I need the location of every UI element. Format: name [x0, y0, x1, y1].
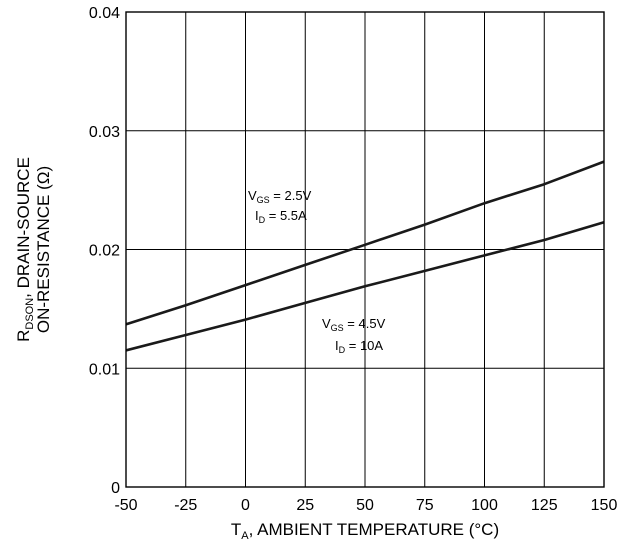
series-2-id-subscript: D — [339, 345, 346, 355]
series-1-id-annotation: ID = 5.5A — [255, 208, 307, 225]
series-1-id-subscript: D — [259, 215, 266, 225]
series-1-line — [125, 160, 605, 326]
plot-frame — [125, 11, 605, 488]
series-2-id-symbol: I — [335, 338, 339, 353]
y-axis-label-line-1-text: , DRAIN-SOURCE — [14, 157, 33, 298]
series-2-vgs-value: = 4.5V — [344, 316, 386, 331]
series-layer — [125, 160, 605, 352]
x-tick-label: 150 — [591, 497, 618, 514]
y-tick-label: 0.02 — [89, 243, 120, 260]
x-tick-label: 50 — [356, 497, 374, 514]
series-1-vgs-subscript: GS — [257, 195, 270, 205]
series-2-id-annotation: ID = 10A — [335, 338, 383, 355]
grid-layer — [126, 12, 604, 487]
x-tick-label: 125 — [531, 497, 558, 514]
x-axis-label-text: , AMBIENT TEMPERATURE (°C) — [249, 520, 500, 539]
series-2-vgs-annotation: VGS = 4.5V — [322, 316, 386, 333]
series-1-vgs-symbol: V — [248, 188, 257, 203]
x-tick-label: 100 — [471, 497, 498, 514]
x-axis-label: TA, AMBIENT TEMPERATURE (°C) — [231, 520, 499, 542]
series-2-line — [125, 220, 605, 352]
y-axis-label-line-1: RDSON, DRAIN-SOURCE — [14, 157, 36, 342]
x-tick-label: 75 — [416, 497, 434, 514]
series-2-id-value: = 10A — [345, 338, 383, 353]
y-tick-label: 0.01 — [89, 361, 120, 378]
ticks-layer: -50 -25 0 25 50 75 100 125 150 0 0.01 0.02 0.03 0.04 — [89, 5, 618, 514]
series-1-vgs-value: = 2.5V — [270, 188, 312, 203]
series-1-id-value: = 5.5A — [265, 208, 307, 223]
y-axis-label-subscript: DSON — [24, 298, 36, 330]
y-tick-label: 0.03 — [89, 124, 120, 141]
x-tick-label: 0 — [241, 497, 250, 514]
y-axis-label-symbol: R — [14, 330, 33, 342]
x-axis-label-symbol: T — [231, 520, 241, 539]
x-tick-label: -25 — [174, 497, 197, 514]
y-tick-label: 0.04 — [89, 5, 120, 22]
series-2-vgs-subscript: GS — [331, 323, 344, 333]
x-axis-label-subscript: A — [241, 530, 249, 542]
x-tick-label: 25 — [296, 497, 314, 514]
y-axis-label: RDSON, DRAIN-SOURCE ON-RESISTANCE (Ω) — [14, 157, 53, 342]
x-tick-label: -50 — [114, 497, 137, 514]
y-tick-label: 0 — [111, 480, 120, 497]
series-1-vgs-annotation: VGS = 2.5V — [248, 188, 312, 205]
series-2-vgs-symbol: V — [322, 316, 331, 331]
y-axis-label-line-2: ON-RESISTANCE (Ω) — [34, 166, 53, 333]
series-1-id-symbol: I — [255, 208, 259, 223]
